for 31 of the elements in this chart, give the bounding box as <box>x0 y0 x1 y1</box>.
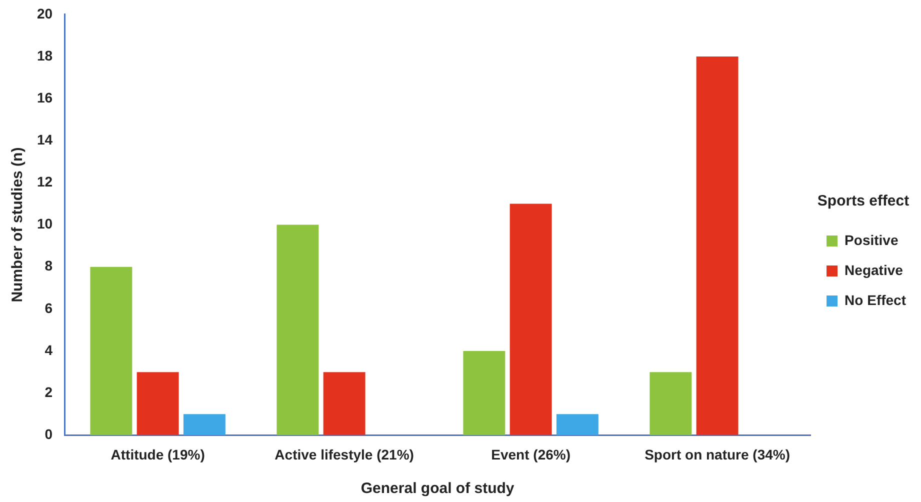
bar <box>183 414 226 436</box>
bar <box>463 351 506 436</box>
y-tick-label: 12 <box>36 174 53 190</box>
x-tick-label: Attitude (19%) <box>110 446 205 462</box>
legend-label: Positive <box>844 232 898 248</box>
y-tick-label: 6 <box>44 300 53 316</box>
bar <box>696 56 738 436</box>
x-tick-label: Event (26%) <box>491 446 570 462</box>
y-axis-title: Number of studies (n) <box>9 147 26 302</box>
y-tick-label: 18 <box>36 47 53 64</box>
bar <box>136 372 179 436</box>
y-tick-label: 4 <box>44 342 53 358</box>
bar <box>90 266 132 436</box>
y-tick-label: 10 <box>36 216 53 232</box>
legend-label: No Effect <box>844 292 906 308</box>
y-tick-label: 14 <box>36 132 53 148</box>
bar <box>510 204 552 436</box>
y-tick-label: 16 <box>36 89 53 106</box>
bar <box>650 372 692 436</box>
x-tick-label: Active lifestyle (21%) <box>274 446 414 462</box>
y-tick-label: 2 <box>44 384 53 400</box>
y-tick-label: 0 <box>44 426 53 442</box>
legend-title: Sports effect <box>817 192 910 210</box>
bar <box>323 372 366 436</box>
x-axis-title: General goal of study <box>360 480 515 498</box>
bar <box>556 414 598 436</box>
y-tick-label: 8 <box>44 258 53 274</box>
legend-label: Negative <box>844 262 904 278</box>
x-tick-label: Sport on nature (34%) <box>644 446 790 462</box>
y-tick-label: 20 <box>36 5 53 22</box>
bar <box>276 224 319 436</box>
